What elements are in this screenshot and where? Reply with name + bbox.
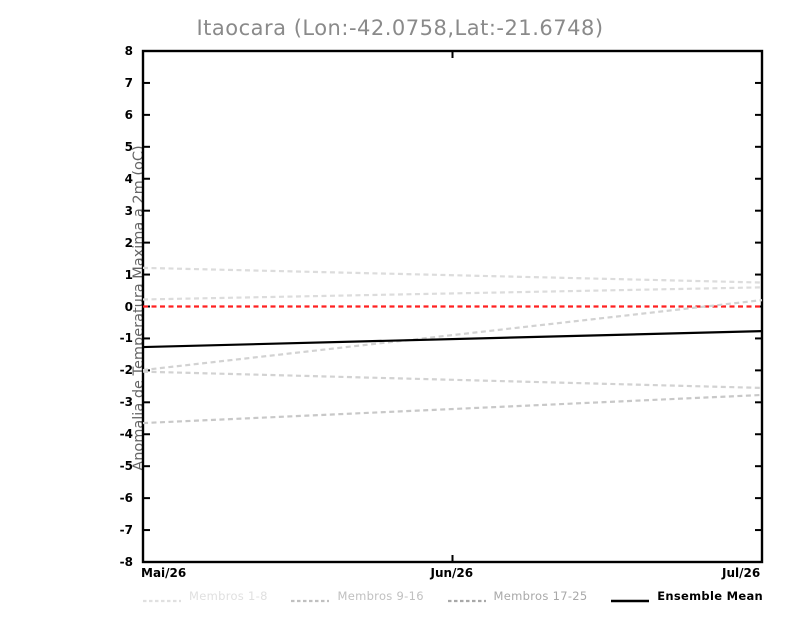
legend-swatch — [611, 591, 650, 603]
y-tick-label: 6 — [124, 107, 133, 122]
y-tick-label: 2 — [124, 235, 133, 250]
y-tick-label: -7 — [119, 523, 133, 538]
series-line — [142, 299, 763, 372]
legend-entry[interactable]: Membros 1-8 — [143, 589, 268, 603]
y-tick-label: 7 — [124, 75, 133, 90]
legend-entry[interactable]: Membros 17-25 — [447, 589, 588, 603]
series-line — [142, 286, 763, 301]
legend-entry[interactable]: Membros 9-16 — [291, 589, 424, 603]
series-line — [142, 393, 763, 425]
y-tick-label: -5 — [119, 459, 133, 474]
legend-swatch — [447, 591, 486, 603]
legend-label: Membros 1-8 — [189, 589, 268, 603]
chart-legend: Membros 1-8 Membros 9-16 Membros 17-25 Ense… — [143, 586, 763, 606]
legend-label: Membros 9-16 — [337, 589, 424, 603]
series-line — [142, 370, 763, 390]
y-tick-label: -1 — [119, 331, 133, 346]
x-tick-label: Jul/26 — [722, 566, 761, 580]
y-tick-label: -3 — [119, 395, 133, 410]
x-tick-label: Jun/26 — [430, 566, 474, 580]
legend-label: Ensemble Mean — [657, 589, 763, 603]
y-tick-label: 0 — [124, 299, 133, 314]
legend-entry[interactable]: Ensemble Mean — [611, 589, 763, 603]
y-tick-label: 1 — [124, 267, 133, 282]
legend-label: Membros 17-25 — [493, 589, 588, 603]
legend-swatch — [291, 591, 330, 603]
series-line — [142, 329, 763, 349]
x-tick-marks — [142, 51, 763, 562]
y-tick-label: -2 — [119, 363, 133, 378]
chart-title: Itaocara (Lon:-42.0758,Lat:-21.6748) — [196, 16, 604, 40]
y-tick-label: 8 — [124, 44, 133, 58]
y-tick-label: -4 — [119, 427, 133, 442]
y-tick-label: 5 — [124, 139, 133, 154]
y-tick-label: -8 — [119, 555, 133, 569]
y-tick-label: 3 — [124, 203, 133, 218]
y-tick-label: 4 — [124, 171, 133, 186]
series-lines — [142, 266, 763, 425]
series-line — [142, 266, 763, 284]
y-tick-label: -6 — [119, 491, 133, 506]
x-tick-label: Mai/26 — [141, 566, 187, 580]
legend-swatch — [143, 591, 181, 603]
y-tick-marks — [143, 50, 762, 563]
